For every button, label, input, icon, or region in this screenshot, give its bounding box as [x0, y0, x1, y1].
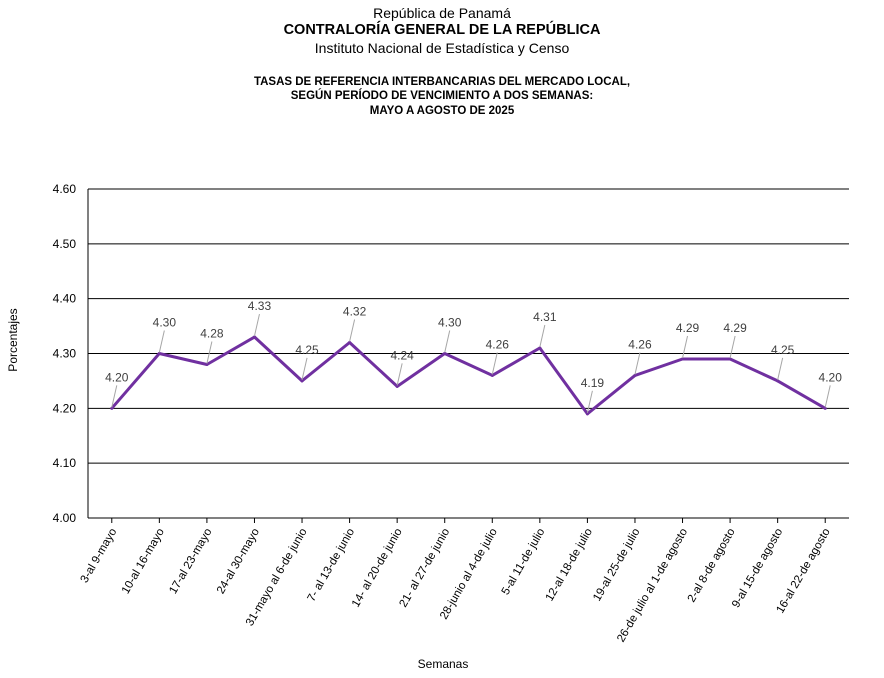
x-tick-label: 12-al 18-de julio: [544, 527, 595, 604]
data-point: [585, 412, 589, 416]
data-label-leader: [301, 357, 308, 381]
data-label: 4.29: [676, 321, 700, 335]
x-tick-label: 10-al 16-mayo: [120, 527, 167, 597]
y-tick-label: 4.40: [53, 292, 77, 306]
data-label: 4.24: [390, 348, 414, 362]
data-label: 4.31: [533, 310, 557, 324]
x-tick-label: 3-al 9-mayo: [79, 527, 120, 586]
x-tick-label: 5-al 11-de julio: [500, 527, 548, 598]
series-line: [110, 335, 826, 416]
y-tick-label: 4.50: [53, 237, 77, 251]
data-point: [110, 406, 114, 410]
data-label: 4.33: [248, 299, 272, 313]
x-axis-label: Semanas: [418, 657, 469, 671]
data-label: 4.25: [771, 343, 795, 357]
x-tick-label: 24-al 30-mayo: [215, 527, 262, 597]
header-country: República de Panamá: [373, 5, 511, 21]
data-label: 4.26: [628, 337, 652, 351]
data-label-leader: [253, 313, 260, 337]
y-tick-label: 4.00: [53, 511, 77, 525]
y-tick-label: 4.20: [53, 401, 77, 415]
data-point: [490, 373, 494, 377]
data-label-leader: [777, 357, 784, 381]
y-tick-label: 4.60: [53, 182, 77, 196]
data-point: [681, 357, 685, 361]
x-tick-label: 9-al 15-de agosto: [730, 527, 785, 611]
header-institute: Instituto Nacional de Estadística y Cens…: [314, 40, 570, 56]
data-point: [300, 379, 304, 383]
data-point: [205, 362, 209, 366]
data-label: 4.19: [581, 376, 605, 390]
chart-title-line-2: SEGÚN PERÍODO DE VENCIMIENTO A DOS SEMAN…: [290, 90, 594, 102]
data-label-leader: [444, 330, 451, 353]
data-label-leader: [158, 330, 165, 353]
data-label-leader: [491, 352, 498, 375]
data-label: 4.29: [723, 321, 747, 335]
data-label: 4.26: [486, 337, 510, 351]
data-label: 4.32: [343, 305, 367, 319]
data-label: 4.30: [438, 316, 462, 330]
data-label-leader: [396, 363, 403, 386]
data-point: [395, 384, 399, 388]
data-label: 4.25: [295, 343, 319, 357]
chart-title-line-1: TASAS DE REFERENCIA INTERBANCARIAS DEL M…: [253, 76, 631, 88]
data-point: [252, 335, 256, 339]
x-tick-label: 2-al 8-de agosto: [686, 527, 738, 605]
data-label: 4.20: [105, 370, 129, 384]
data-label: 4.30: [153, 316, 177, 330]
data-point: [348, 341, 352, 345]
data-label-leader: [111, 385, 118, 408]
y-tick-label: 4.10: [53, 456, 77, 470]
data-point: [443, 352, 447, 355]
data-point: [157, 352, 161, 355]
x-tick-label: 21- al 27-de junio: [397, 527, 452, 610]
y-axis-label: Porcentajes: [6, 308, 20, 371]
data-label: 4.28: [200, 326, 224, 340]
y-tick-label: 4.30: [53, 347, 77, 361]
data-point: [776, 379, 780, 383]
data-point: [538, 346, 542, 350]
data-label-leader: [634, 352, 641, 375]
data-label-leader: [539, 324, 546, 348]
data-label-leader: [206, 341, 213, 364]
x-tick-label: 19-al 25-de julio: [591, 527, 642, 604]
data-label-leader: [729, 335, 736, 359]
x-tick-label: 7- al 13-de junio: [306, 527, 358, 604]
data-point: [823, 406, 827, 410]
x-tick-label: 17-al 23-mayo: [167, 527, 214, 597]
data-label-leader: [682, 335, 689, 359]
chart-title-line-3: MAYO A AGOSTO DE 2025: [369, 105, 515, 117]
data-point: [728, 357, 732, 361]
data-point: [633, 373, 637, 377]
data-label-leader: [586, 390, 593, 413]
x-tick-label: 16-al 22-de agosto: [774, 527, 832, 616]
x-tick-label: 14- al 20-de junio: [350, 527, 405, 610]
data-label-leader: [349, 319, 356, 342]
data-label-leader: [824, 385, 831, 408]
header-agency: CONTRALORÍA GENERAL DE LA REPÚBLICA: [283, 22, 601, 38]
data-label: 4.20: [819, 370, 843, 384]
